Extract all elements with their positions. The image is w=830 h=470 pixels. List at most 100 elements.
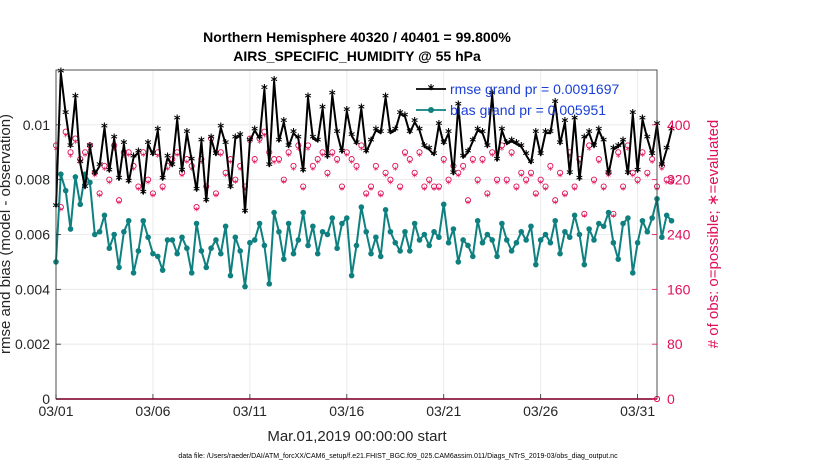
obs-evaluated-point: *	[136, 185, 141, 196]
rmse-point: *	[77, 157, 84, 172]
rmse-point: *	[610, 144, 617, 159]
rmse-point: *	[474, 124, 481, 139]
bias-point	[344, 215, 350, 221]
obs-evaluated-point: *	[625, 146, 630, 157]
obs-evaluated-point: *	[344, 152, 349, 163]
y-axis-right: 0 80 160 240 320 400	[652, 117, 691, 407]
bias-point	[402, 228, 408, 235]
bias-point	[629, 270, 636, 276]
bias-point	[494, 253, 500, 260]
rmse-point: *	[198, 135, 205, 150]
rmse-point: *	[169, 160, 176, 175]
rmse-point: *	[213, 149, 220, 164]
bias-point	[523, 237, 529, 243]
obs-evaluated-point: *	[83, 152, 88, 163]
obs-evaluated-point: *	[213, 192, 218, 203]
bias-point	[445, 239, 452, 246]
obs-possible-point	[82, 149, 89, 156]
rmse-point: *	[96, 160, 103, 175]
rmse-point: *	[309, 133, 316, 148]
bias-point	[203, 264, 210, 271]
obs-evaluated-point: *	[301, 185, 306, 196]
rmse-point: *	[125, 176, 132, 191]
obs-possible-point	[532, 190, 539, 197]
rmse-point: *	[339, 146, 346, 161]
bias-point	[135, 248, 142, 254]
bias-point	[649, 215, 655, 221]
obs-possible-point	[552, 197, 559, 204]
obs-possible-point	[503, 176, 510, 183]
y-axis-left-label: rmse and bias (model - observation)	[0, 114, 14, 354]
rmse-point: *	[460, 152, 467, 167]
obs-possible-point	[595, 156, 602, 163]
obs-evaluated-point: *	[587, 146, 592, 157]
obs-evaluated-point: *	[436, 185, 441, 196]
obs-evaluated-point: *	[461, 165, 466, 176]
bias-point	[426, 242, 433, 249]
y-right-tick-label: 400	[667, 117, 691, 133]
obs-evaluated-point: *	[504, 179, 509, 190]
obs-possible-point	[353, 162, 360, 170]
rmse-point: *	[406, 127, 413, 142]
rmse-point: *	[508, 135, 515, 150]
rmse-point: *	[300, 165, 307, 180]
rmse-point: *	[523, 149, 530, 164]
obs-possible-point	[421, 183, 428, 190]
obs-possible-point	[135, 183, 142, 190]
rmse-point: *	[484, 141, 491, 156]
obs-possible-point	[319, 149, 326, 156]
rmse-point: *	[431, 149, 438, 164]
bias-point	[668, 217, 675, 224]
bias-point	[581, 261, 588, 268]
obs-evaluated-point: *	[524, 179, 529, 190]
rmse-point: *	[503, 138, 510, 153]
bias-point	[261, 242, 268, 249]
obs-possible-point	[561, 190, 568, 197]
obs-evaluated-point: *	[296, 146, 301, 157]
obs-evaluated-point: *	[199, 159, 204, 170]
obs-evaluated-point: *	[349, 159, 354, 170]
y-left-tick-label: 0.008	[15, 172, 50, 188]
bias-point	[542, 231, 549, 238]
obs-evaluated-point: *	[402, 152, 407, 163]
bias-point	[533, 261, 539, 268]
obs-possible-point	[96, 190, 103, 197]
rmse-point: *	[358, 102, 365, 117]
bias-point	[217, 250, 224, 257]
bias-point	[213, 237, 219, 243]
rmse-point: *	[188, 154, 195, 169]
rmse-point: *	[57, 67, 64, 82]
obs-possible-point	[668, 176, 675, 183]
obs-possible-point	[275, 156, 283, 163]
obs-evaluated-point: *	[131, 165, 136, 176]
obs-evaluated-point: *	[519, 172, 524, 183]
obs-possible-point	[125, 149, 132, 156]
obs-possible-point	[644, 169, 651, 176]
obs-evaluated-point: *	[272, 159, 277, 170]
obs-possible-point	[411, 169, 418, 176]
obs-possible-point	[290, 162, 297, 170]
obs-evaluated-point: *	[257, 139, 262, 150]
rmse-point: *	[566, 168, 573, 183]
bias-point	[411, 220, 418, 227]
x-tick-label: 03/01	[38, 403, 73, 419]
obs-evaluated-point: *	[175, 152, 180, 163]
rmse-point: *	[111, 133, 118, 148]
bias-point	[208, 245, 214, 252]
obs-evaluated-point: *	[150, 192, 155, 203]
bias-point	[140, 217, 147, 224]
obs-evaluated-point: *	[335, 159, 340, 170]
bias-point	[528, 223, 534, 230]
obs-evaluated-point: *	[412, 172, 417, 183]
obs-possible-point	[469, 156, 476, 163]
rmse-point: *	[479, 127, 486, 142]
obs-possible-point	[363, 190, 370, 197]
rmse-point: *	[353, 138, 360, 153]
bias-point	[436, 234, 442, 241]
bias-point	[659, 234, 665, 241]
obs-evaluated-point: *	[117, 199, 122, 210]
rmse-point: *	[271, 75, 278, 90]
rmse-point: *	[537, 149, 544, 164]
rmse-point: *	[445, 127, 452, 142]
